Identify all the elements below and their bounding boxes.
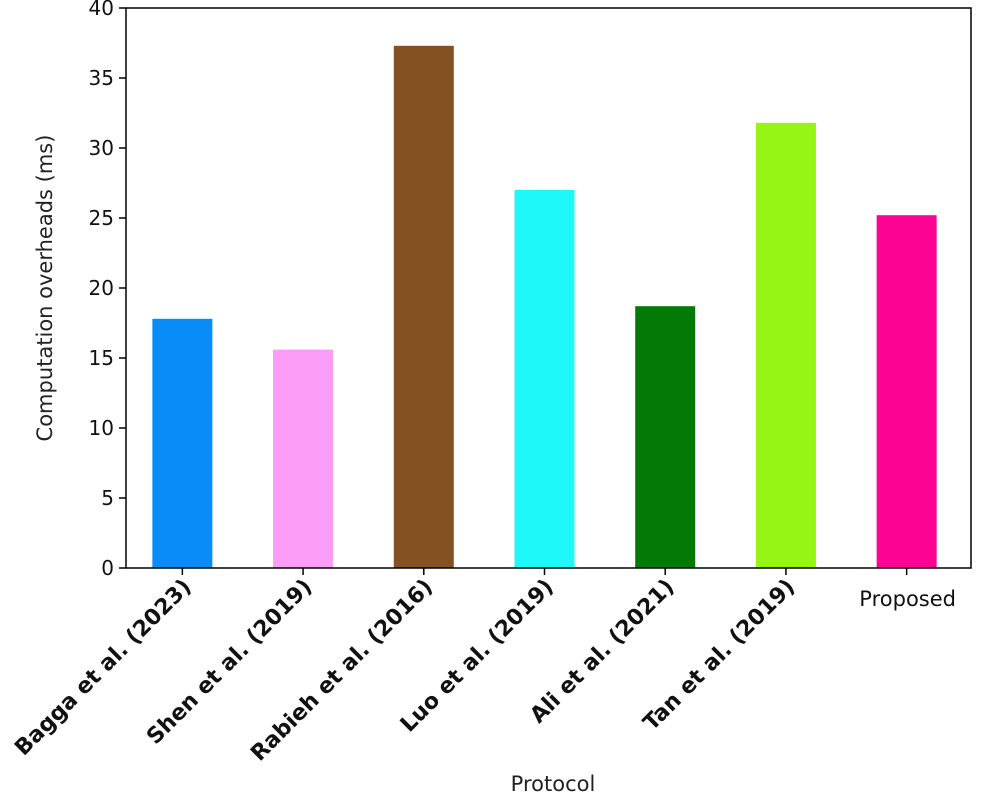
bar-1 — [273, 349, 334, 568]
bar-2 — [393, 45, 454, 569]
y-axis: 0 5 10 15 20 25 30 35 40 — [89, 0, 126, 580]
y-tick-label: 20 — [89, 276, 114, 300]
bar-5 — [755, 122, 816, 569]
y-tick-label: 0 — [101, 556, 114, 580]
y-tick-label: 5 — [101, 486, 114, 510]
y-tick-label: 10 — [89, 416, 114, 440]
x-axis-title: Protocol — [511, 772, 596, 796]
bar-6 — [876, 215, 937, 568]
x-axis: Bagga et al. (2023)Shen et al. (2019)Rab… — [10, 568, 956, 766]
y-tick-label: 25 — [89, 206, 114, 230]
y-tick-label: 35 — [89, 66, 114, 90]
x-category-label: Proposed — [859, 587, 956, 611]
bars-group — [152, 45, 937, 569]
y-tick-label: 15 — [89, 346, 114, 370]
bar-4 — [635, 306, 696, 568]
y-tick-label: 30 — [89, 136, 114, 160]
bar-0 — [152, 318, 213, 568]
bar-3 — [514, 190, 575, 568]
y-tick-label: 40 — [89, 0, 114, 20]
y-axis-title: Computation overheads (ms) — [33, 135, 57, 442]
